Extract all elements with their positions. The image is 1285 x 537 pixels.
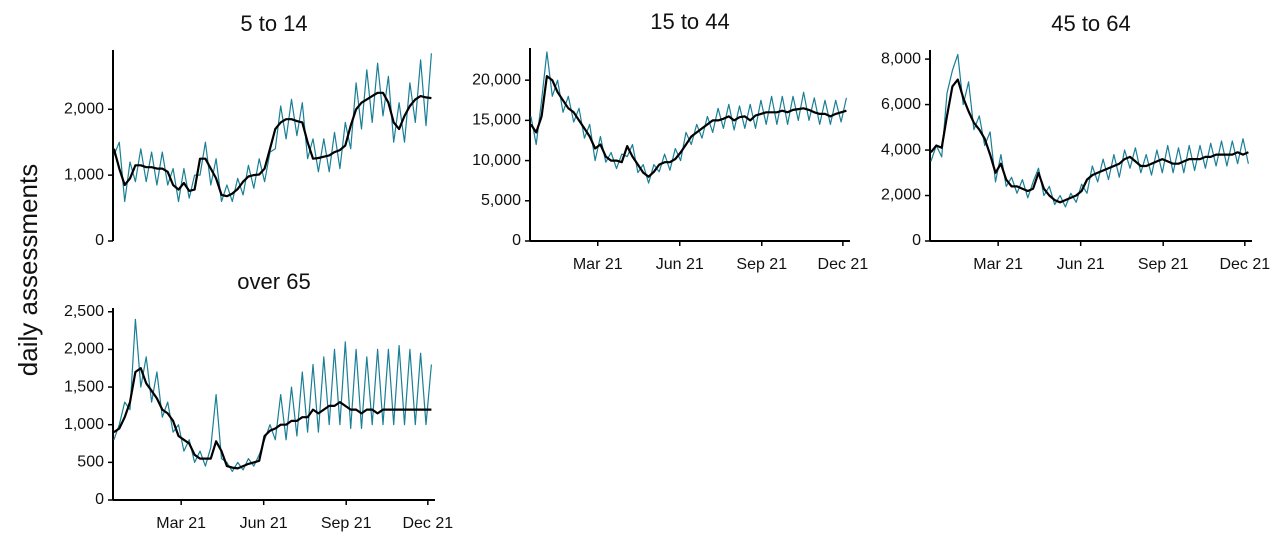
y-tick-label: 1,000 [64,416,104,433]
y-tick-label: 8,000 [881,50,921,67]
y-tick-label: 1,500 [64,378,104,395]
y-tick-label: 10,000 [472,152,521,169]
panel-title: over 65 [237,269,310,294]
daily-line [930,53,1249,208]
x-tick-label: Jun 21 [656,256,704,273]
x-tick-label: Dec 21 [402,515,453,532]
daily-line [530,51,847,184]
x-tick-label: Mar 21 [973,256,1023,273]
y-tick-label: 6,000 [881,96,921,113]
y-tick-label: 15,000 [472,112,521,129]
panel-title: 45 to 64 [1051,11,1131,36]
y-tick-label: 0 [512,232,521,249]
smoothed-line [113,367,432,470]
y-tick-label: 4,000 [881,141,921,158]
y-tick-label: 0 [95,232,104,249]
y-tick-label: 1,000 [64,166,104,183]
x-tick-label: Sep 21 [736,256,787,273]
daily-line [113,53,432,203]
smoothed-line [529,75,847,178]
x-tick-label: Dec 21 [1219,256,1270,273]
y-tick-label: 2,000 [64,341,104,358]
panel-title: 5 to 14 [240,11,307,36]
x-tick-label: Jun 21 [1057,256,1105,273]
y-tick-label: 0 [912,232,921,249]
smoothed-line [112,91,432,198]
y-tick-label: 2,000 [64,100,104,117]
y-tick-label: 20,000 [472,71,521,88]
y-tick-label: 2,500 [64,303,104,320]
panel-title: 15 to 44 [650,9,730,34]
x-tick-label: Jun 21 [240,515,288,532]
y-tick-label: 500 [77,454,104,471]
daily-line [113,318,432,472]
x-tick-label: Sep 21 [321,515,372,532]
smoothed-line [930,78,1249,204]
y-tick-label: 0 [95,491,104,508]
x-tick-label: Sep 21 [1138,256,1189,273]
x-tick-label: Mar 21 [156,515,206,532]
y-tick-label: 2,000 [881,187,921,204]
x-tick-label: Mar 21 [573,256,623,273]
y-axis-label: daily assessments [13,164,43,376]
x-tick-label: Dec 21 [818,256,869,273]
y-tick-label: 5,000 [481,192,521,209]
